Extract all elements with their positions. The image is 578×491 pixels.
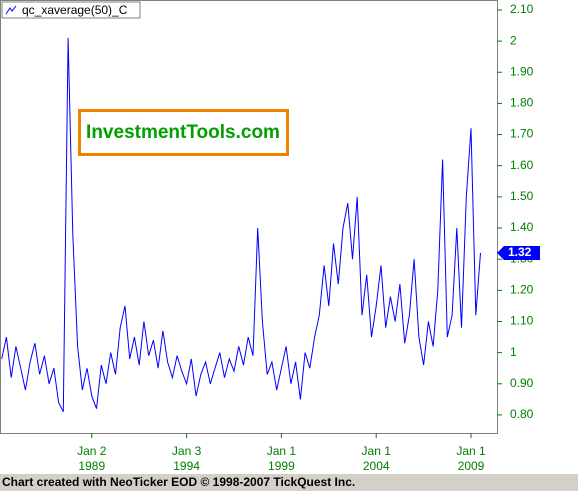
x-tick-label: Jan 3 1994 xyxy=(172,444,202,473)
y-tick-label: 2 xyxy=(510,33,517,47)
y-tick-label: 1.80 xyxy=(510,96,534,110)
x-tick-label: Jan 2 1989 xyxy=(77,444,107,473)
current-value-label: 1.32 xyxy=(508,245,532,259)
x-tick-label: Jan 1 2004 xyxy=(362,444,392,473)
legend: qc_xaverage(50)_C xyxy=(1,1,141,19)
watermark: InvestmentTools.com xyxy=(86,122,280,143)
y-tick-label: 2.10 xyxy=(510,2,534,16)
x-tick-label: Jan 1 2009 xyxy=(456,444,486,473)
legend-icon xyxy=(5,5,17,15)
y-tick-label: 0.90 xyxy=(510,376,534,390)
current-value-marker xyxy=(497,245,540,260)
y-tick-label: 1.40 xyxy=(510,220,534,234)
y-tick-label: 1.90 xyxy=(510,64,534,78)
watermark-box xyxy=(78,109,289,156)
y-tick-label: 1.50 xyxy=(510,189,534,203)
plot-frame xyxy=(0,0,498,434)
y-tick-label: 1.20 xyxy=(510,282,534,296)
y-tick-label: 1.60 xyxy=(510,158,534,172)
y-tick-label: 0.80 xyxy=(510,407,534,421)
y-tick-label: 1.70 xyxy=(510,127,534,141)
y-tick-label: 1.10 xyxy=(510,314,534,328)
legend-box xyxy=(1,1,141,19)
footer-bar xyxy=(0,474,578,491)
y-tick-label: 1 xyxy=(510,345,517,359)
x-tick-label: Jan 1 1999 xyxy=(267,444,297,473)
footer: Chart created with NeoTicker EOD © 1998-… xyxy=(2,475,355,489)
legend-label: qc_xaverage(50)_C xyxy=(22,3,128,17)
series-line xyxy=(1,37,481,413)
